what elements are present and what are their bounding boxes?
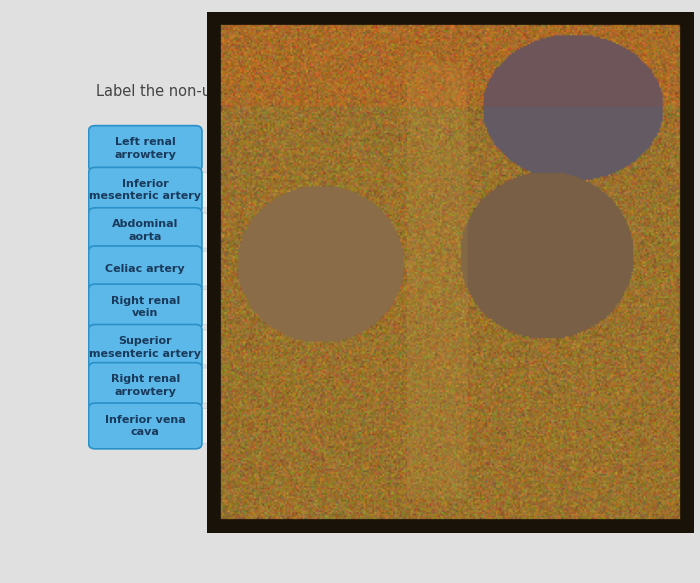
FancyBboxPatch shape: [89, 325, 202, 370]
FancyBboxPatch shape: [89, 246, 202, 292]
FancyBboxPatch shape: [199, 409, 271, 444]
Text: Left renal
arrowtery: Left renal arrowtery: [114, 138, 176, 160]
FancyBboxPatch shape: [199, 251, 271, 286]
Text: Abdominal
aorta: Abdominal aorta: [112, 219, 178, 242]
Text: Inferior
mesenteric artery: Inferior mesenteric artery: [90, 179, 202, 202]
FancyBboxPatch shape: [199, 173, 271, 208]
FancyBboxPatch shape: [89, 167, 202, 213]
FancyBboxPatch shape: [199, 330, 271, 365]
FancyBboxPatch shape: [89, 363, 202, 409]
FancyBboxPatch shape: [89, 403, 202, 449]
FancyBboxPatch shape: [199, 290, 271, 325]
FancyBboxPatch shape: [199, 368, 271, 403]
FancyBboxPatch shape: [587, 293, 624, 321]
FancyBboxPatch shape: [89, 125, 202, 171]
FancyBboxPatch shape: [89, 208, 202, 254]
Text: Celiac artery: Celiac artery: [106, 264, 185, 274]
FancyBboxPatch shape: [89, 284, 202, 330]
FancyBboxPatch shape: [199, 213, 271, 248]
Text: Right renal
arrowtery: Right renal arrowtery: [111, 374, 180, 397]
Text: Inferior vena
cava: Inferior vena cava: [105, 415, 186, 437]
Text: Superior
mesenteric artery: Superior mesenteric artery: [90, 336, 202, 359]
Text: Label the non-urinary posterior abdominal structures using the hints provided.: Label the non-urinary posterior abdomina…: [96, 85, 673, 99]
FancyBboxPatch shape: [587, 254, 624, 283]
Text: Right renal
vein: Right renal vein: [111, 296, 180, 318]
